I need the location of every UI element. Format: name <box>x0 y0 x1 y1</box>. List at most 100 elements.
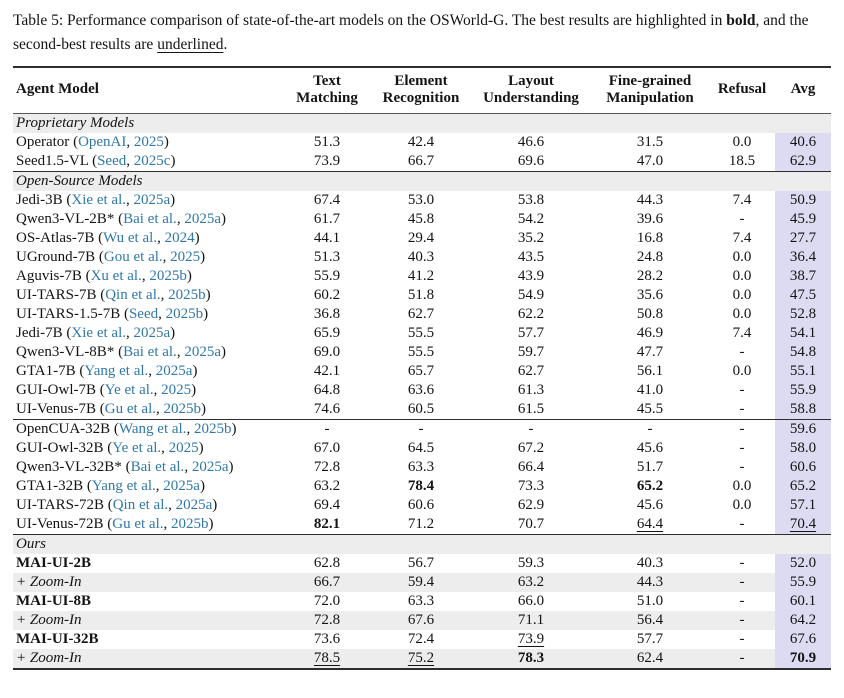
citation-link[interactable]: Bai et al. <box>130 458 185 475</box>
citation-year-link[interactable]: 2025a <box>163 477 200 494</box>
metric-value: 72.4 <box>407 630 435 647</box>
metric-cell: 66.4 <box>471 458 591 477</box>
metric-cell: 0.0 <box>709 286 775 305</box>
model-name: GUI-Owl-7B <box>16 381 96 398</box>
citation-link[interactable]: Gou et al. <box>103 248 163 265</box>
metric-value: 66.4 <box>517 458 545 475</box>
citation-link[interactable]: Qin et al. <box>112 496 169 513</box>
table-row: UI-TARS-72B (Qin et al., 2025a) 69.4 60.6 6… <box>13 495 831 515</box>
citation-year-link[interactable]: 2025a <box>184 210 221 227</box>
avg-cell: 36.4 <box>775 247 831 267</box>
citation-link[interactable]: Yang et al. <box>91 477 156 494</box>
citation-link[interactable]: Ye et al. <box>104 381 154 398</box>
citation-link[interactable]: OpenAI <box>78 133 127 150</box>
citation-year-link[interactable]: 2025a <box>175 496 213 513</box>
citation-year-link[interactable]: 2025b <box>165 305 204 322</box>
citation-year-link[interactable]: 2025b <box>163 400 201 417</box>
model-name: UI-Venus-72B <box>16 515 104 532</box>
column-header-fine_grained_manipulation: Fine-grained Manipulation <box>606 73 694 106</box>
metric-cell: 73.6 <box>283 630 371 649</box>
citation-link[interactable]: Bai et al. <box>123 343 177 360</box>
citation-year-link[interactable]: 2025b <box>170 515 209 532</box>
metric-value: 75.2 <box>407 649 435 666</box>
metric-value: 42.1 <box>313 362 341 379</box>
citation-link[interactable]: Xie et al. <box>71 324 126 341</box>
citation-year-link[interactable]: 2025b <box>193 420 232 437</box>
metric-value: 44.1 <box>313 229 341 246</box>
citation-year-link[interactable]: 2025 <box>133 133 164 150</box>
citation-year-link[interactable]: 2025a <box>133 191 171 208</box>
model-cell: Qwen3-VL-32B* (Bai et al., 2025a) <box>16 458 234 475</box>
citation-link[interactable]: Ye et al. <box>112 439 162 456</box>
metric-value: 55.9 <box>313 267 341 284</box>
metric-value: 43.5 <box>517 248 545 265</box>
metric-cell: - <box>591 419 709 439</box>
citation-year-link[interactable]: 2025b <box>168 286 206 303</box>
citation-link[interactable]: Qin et al. <box>105 286 161 303</box>
column-header-element_recognition: Element Recognition <box>382 73 460 106</box>
model-name: GUI-Owl-32B <box>16 439 104 456</box>
metric-value: 72.8 <box>313 611 341 628</box>
citation-year-link[interactable]: 2025c <box>133 152 171 169</box>
table-row: OS-Atlas-7B (Wu et al., 2024) 44.1 29.4 35.… <box>13 228 831 248</box>
citation-year-link[interactable]: 2025 <box>170 248 201 265</box>
model-name: Seed1.5-VL <box>16 152 89 169</box>
citation-year-link[interactable]: 2025a <box>191 458 229 475</box>
metric-value: 62.2 <box>517 305 545 322</box>
citation-year-link[interactable]: 2025a <box>133 324 171 341</box>
model-cell: Operator (OpenAI, 2025) <box>16 133 169 150</box>
citation-link[interactable]: Xu et al. <box>90 267 142 284</box>
citation-link[interactable]: Gu et al. <box>104 400 156 417</box>
metric-value: 16.8 <box>636 229 664 246</box>
citation-link[interactable]: Seed <box>97 152 127 169</box>
metric-value: 55.5 <box>407 343 435 360</box>
metric-value: 64.4 <box>636 515 664 532</box>
metric-cell: 44.3 <box>591 572 709 592</box>
table-caption: Table 5: Performance comparison of state… <box>13 9 828 57</box>
metric-cell: - <box>709 515 775 535</box>
metric-value: - <box>739 554 745 571</box>
citation-year-link[interactable]: 2024 <box>164 229 195 246</box>
metric-value: 60.6 <box>407 496 435 513</box>
citation-year-link[interactable]: 2025 <box>161 381 192 398</box>
table-row: UGround-7B (Gou et al., 2025) 51.3 40.3 43.… <box>13 247 831 267</box>
metric-cell: 69.4 <box>283 496 371 515</box>
section-label: Ours <box>13 534 831 554</box>
metric-value: - <box>739 400 745 417</box>
metric-cell: 24.8 <box>591 248 709 267</box>
metric-value: - <box>739 649 745 666</box>
citation-link[interactable]: Gu et al. <box>112 515 164 532</box>
metric-value: - <box>739 592 745 609</box>
metric-value: 73.6 <box>313 630 341 647</box>
metric-value: 44.3 <box>636 573 664 590</box>
model-name: UI-TARS-72B <box>16 496 104 513</box>
metric-value: 0.0 <box>732 267 752 284</box>
citation-year-link[interactable]: 2025a <box>184 343 221 360</box>
metric-value: 72.0 <box>313 592 341 609</box>
citation-link[interactable]: Wu et al. <box>103 229 158 246</box>
model-name: OpenCUA-32B <box>16 420 111 437</box>
model-name: Aguvis-7B <box>16 267 82 284</box>
metric-value: 60.5 <box>407 400 435 417</box>
metric-value: 45.5 <box>636 400 664 417</box>
citation-link[interactable]: Yang et al. <box>84 362 149 379</box>
citation-year-link[interactable]: 2025 <box>168 439 199 456</box>
metric-value: 40.3 <box>636 554 664 571</box>
model-cell: Jedi-7B (Xie et al., 2025a) <box>16 324 176 341</box>
metric-value: - <box>418 420 424 437</box>
citation-link[interactable]: Wang et al. <box>118 420 187 437</box>
metric-cell: 69.6 <box>471 152 591 172</box>
citation-link[interactable]: Bai et al. <box>123 210 177 227</box>
citation-year-link[interactable]: 2025b <box>149 267 187 284</box>
metric-value: 69.6 <box>517 152 545 169</box>
metric-value: 54.9 <box>517 286 545 303</box>
metric-value: 65.2 <box>789 477 817 494</box>
citation-year-link[interactable]: 2025a <box>155 362 193 379</box>
metric-cell: 62.7 <box>471 362 591 381</box>
citation-link[interactable]: Seed <box>128 305 159 322</box>
metric-cell: 62.8 <box>283 554 371 573</box>
avg-cell: 67.6 <box>775 629 831 649</box>
avg-cell: 54.8 <box>775 342 831 362</box>
citation-link[interactable]: Xie et al. <box>71 191 126 208</box>
metric-cell: 82.1 <box>283 515 371 535</box>
